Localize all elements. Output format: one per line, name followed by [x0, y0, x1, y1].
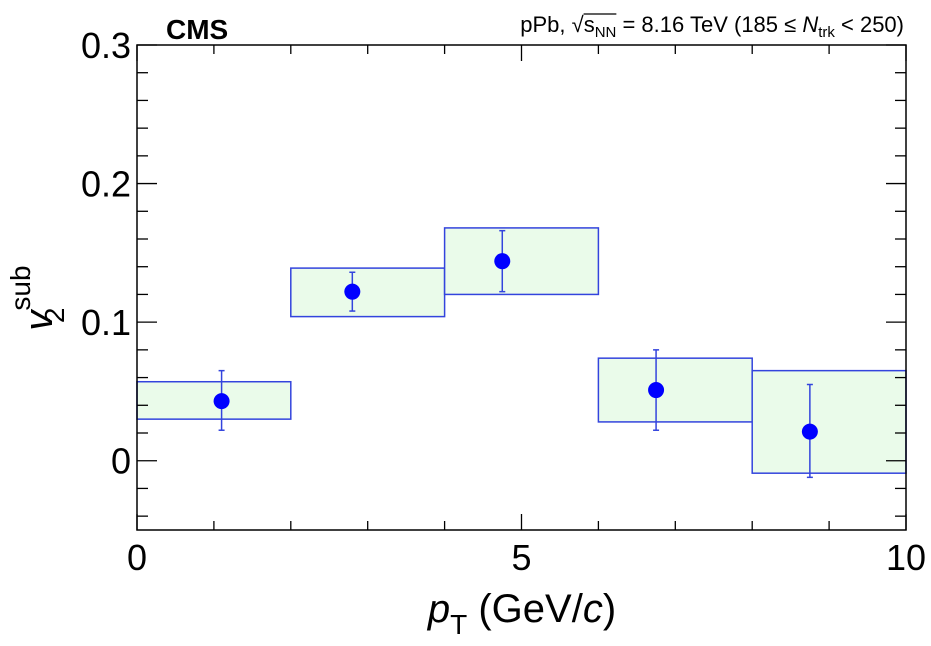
y-tick-labels: 0 0.1 0.2 0.3 — [81, 25, 131, 482]
experiment-label: CMS — [166, 14, 228, 45]
x-tick-label: 10 — [886, 537, 926, 578]
x-axis-label: pT (GeV/c) — [427, 587, 616, 640]
data-point — [801, 423, 818, 440]
systematic-box — [290, 267, 446, 318]
x-tick-labels: 0 5 10 — [127, 537, 926, 578]
y-tick-label: 0 — [111, 441, 131, 482]
data-point — [648, 382, 665, 399]
systematic-box — [443, 227, 600, 296]
data-point — [213, 393, 230, 410]
data-point — [344, 283, 361, 300]
chart-title: pPb, √sNN = 8.16 TeV (185 ≤ Ntrk < 250) — [520, 12, 904, 41]
y-tick-label: 0.2 — [81, 164, 131, 205]
x-tick-label: 5 — [511, 537, 531, 578]
data-point — [494, 253, 511, 270]
y-tick-label: 0.3 — [81, 25, 131, 66]
y-axis-label: vsub2 — [5, 265, 70, 330]
axis-ticks — [136, 44, 907, 530]
systematic-box — [597, 357, 753, 423]
data-points — [213, 253, 818, 440]
systematic-box — [751, 369, 907, 474]
systematic-boxes — [136, 227, 907, 474]
x-tick-label: 0 — [127, 537, 147, 578]
y-tick-label: 0.1 — [81, 302, 131, 343]
